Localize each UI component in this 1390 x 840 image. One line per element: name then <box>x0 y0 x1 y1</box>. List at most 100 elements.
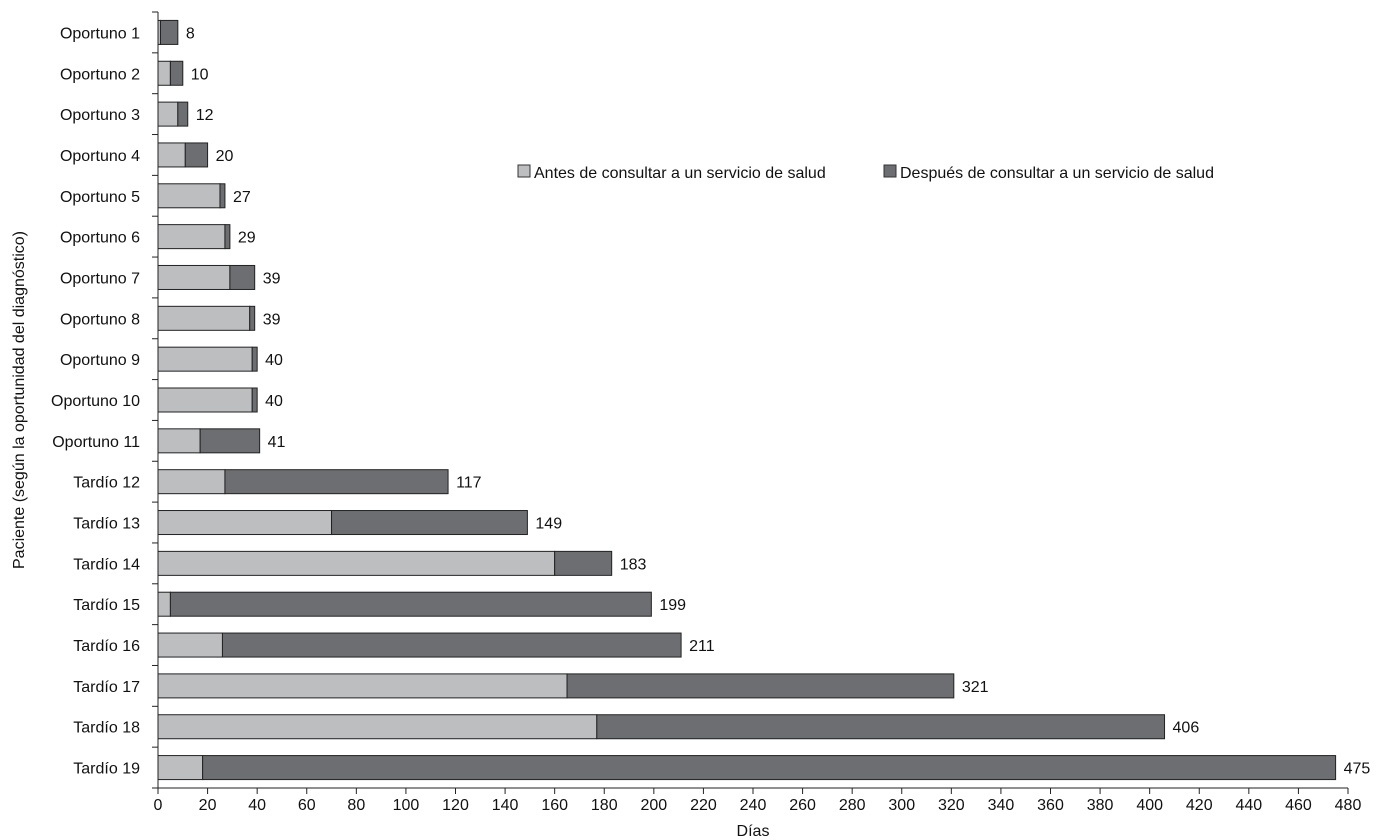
bar-segment-antes <box>157 510 333 536</box>
bar-segment-antes <box>157 183 221 209</box>
data-label: 149 <box>535 516 562 533</box>
bar-segment-antes <box>157 264 231 290</box>
data-label: 20 <box>216 148 234 165</box>
y-tick-label: Tardío 14 <box>73 556 140 573</box>
x-axis-ticks: 0 20 40 60 80 100 120 140 160 180 200 220 240 260 280 3… <box>154 788 1362 814</box>
x-tick-label: 360 <box>1037 797 1064 814</box>
x-tick-label: 280 <box>839 797 866 814</box>
data-label: 8 <box>186 25 195 42</box>
data-label: 39 <box>263 270 281 287</box>
x-axis-title: Días <box>737 823 770 840</box>
bar-segment-antes <box>157 632 223 658</box>
data-label: 27 <box>233 189 251 206</box>
x-tick-label: 40 <box>248 797 266 814</box>
x-tick-label: 60 <box>298 797 316 814</box>
y-tick-label: Tardío 16 <box>73 638 140 655</box>
bar-segment-antes <box>157 346 253 372</box>
x-tick-label: 120 <box>442 797 469 814</box>
bar-segment-despues <box>184 142 209 168</box>
bar-segment-antes <box>157 142 186 168</box>
x-tick-label: 100 <box>393 797 420 814</box>
y-tick-label: Oportuno 1 <box>60 25 140 42</box>
x-tick-label: 220 <box>690 797 717 814</box>
x-tick-label: 160 <box>541 797 568 814</box>
legend-swatch-despues <box>883 164 897 178</box>
x-tick-label: 340 <box>988 797 1015 814</box>
y-tick-label: Oportuno 7 <box>60 270 140 287</box>
y-tick-label: Oportuno 8 <box>60 311 140 328</box>
data-label: 199 <box>659 597 686 614</box>
bar-segment-despues <box>221 632 682 658</box>
y-tick-label: Tardío 17 <box>73 679 140 696</box>
bar-segment-despues <box>596 714 1166 740</box>
y-axis-ticks: Oportuno 1 Oportuno 2 Oportuno 3 Oportuno 4… <box>51 11 158 789</box>
y-tick-label: Tardío 15 <box>73 597 140 614</box>
bar-segment-antes <box>157 714 598 740</box>
x-tick-label: 460 <box>1285 797 1312 814</box>
legend-label-despues: Después de consultar a un servicio de sa… <box>900 165 1214 182</box>
x-tick-label: 80 <box>347 797 365 814</box>
bar-segment-despues <box>219 183 226 209</box>
x-tick-label: 400 <box>1136 797 1163 814</box>
data-label: 40 <box>265 393 283 410</box>
y-tick-label: Oportuno 9 <box>60 352 140 369</box>
bar-segment-antes <box>157 673 568 699</box>
data-label: 211 <box>689 638 715 655</box>
data-label: 183 <box>620 556 647 573</box>
bar-segment-despues <box>159 19 179 45</box>
x-tick-label: 20 <box>199 797 217 814</box>
data-label: 12 <box>196 107 214 124</box>
data-label: 41 <box>268 434 286 451</box>
bar-segment-antes <box>157 305 251 331</box>
bars <box>157 19 1337 781</box>
x-tick-label: 200 <box>640 797 667 814</box>
x-tick-label: 180 <box>591 797 618 814</box>
bar-segment-antes <box>157 101 179 127</box>
y-tick-label: Oportuno 4 <box>60 148 140 165</box>
x-tick-label: 140 <box>492 797 519 814</box>
data-label: 406 <box>1173 720 1200 737</box>
x-tick-label: 300 <box>888 797 915 814</box>
data-label: 40 <box>265 352 283 369</box>
bar-segment-despues <box>199 428 261 454</box>
y-tick-label: Tardío 12 <box>73 475 140 492</box>
bar-segment-despues <box>169 60 184 86</box>
data-label: 321 <box>962 679 989 696</box>
bar-segment-despues <box>229 264 256 290</box>
bar-segment-antes <box>157 755 204 781</box>
bar-segment-antes <box>157 428 201 454</box>
y-tick-label: Tardío 19 <box>73 761 140 778</box>
x-tick-label: 320 <box>938 797 965 814</box>
data-label: 475 <box>1344 761 1371 778</box>
legend-label-antes: Antes de consultar a un servicio de salu… <box>534 165 826 182</box>
y-tick-label: Oportuno 3 <box>60 107 140 124</box>
bar-segment-despues <box>224 469 449 495</box>
bar-segment-antes <box>157 387 253 413</box>
data-label: 39 <box>263 311 281 328</box>
y-tick-label: Oportuno 6 <box>60 230 140 247</box>
bar-segment-despues <box>251 387 258 413</box>
x-tick-label: 440 <box>1235 797 1262 814</box>
bar-segment-antes <box>157 591 171 617</box>
legend: Antes de consultar a un servicio de salu… <box>517 164 1214 182</box>
data-label: 29 <box>238 230 256 247</box>
x-tick-label: 480 <box>1335 797 1362 814</box>
bar-segment-despues <box>177 101 189 127</box>
bar-segment-antes <box>157 224 226 250</box>
bar-segment-antes <box>157 469 226 495</box>
axes <box>157 12 1348 789</box>
x-tick-label: 240 <box>740 797 767 814</box>
data-labels: 8 10 12 20 27 29 39 39 40 40 41 117 149 183 199 211 321 4… <box>186 25 1371 777</box>
x-tick-label: 0 <box>154 797 163 814</box>
y-tick-label: Oportuno 5 <box>60 189 140 206</box>
bar-segment-despues <box>251 346 258 372</box>
bar-segment-despues <box>224 224 231 250</box>
y-tick-label: Tardío 18 <box>73 720 140 737</box>
data-label: 10 <box>191 66 209 83</box>
bar-segment-despues <box>554 550 613 576</box>
bar-segment-despues <box>249 305 256 331</box>
y-tick-label: Oportuno 11 <box>52 434 140 451</box>
bar-segment-antes <box>157 60 171 86</box>
data-label: 117 <box>456 475 482 492</box>
